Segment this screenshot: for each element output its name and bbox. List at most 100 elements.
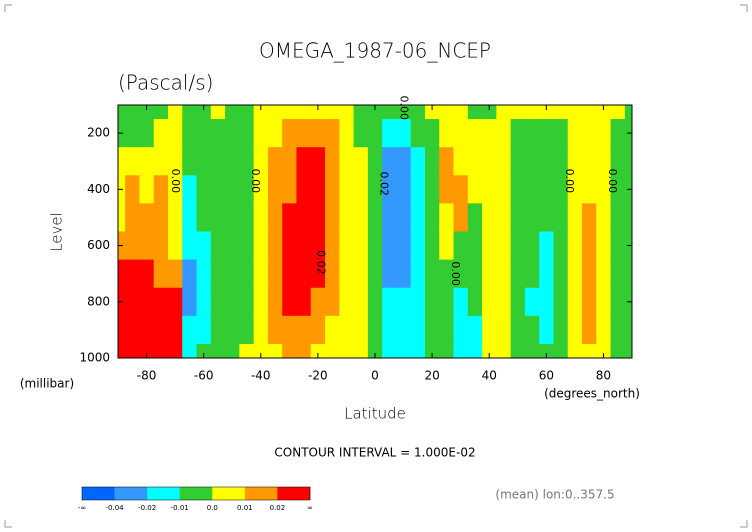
- field-cell: [553, 231, 569, 261]
- field-cell: [410, 315, 426, 345]
- field-cell: [396, 259, 412, 289]
- field-cell: [167, 119, 183, 148]
- field-cell: [167, 343, 183, 359]
- field-cell: [153, 343, 169, 359]
- field-cell: [167, 147, 183, 176]
- field-cell: [396, 287, 412, 317]
- field-cell: [596, 105, 611, 120]
- field-cell: [553, 287, 569, 317]
- field-cell: [253, 259, 269, 289]
- field-cell: [567, 315, 583, 345]
- field-cell: [296, 203, 312, 232]
- field-cell: [410, 259, 426, 289]
- field-cell: [210, 259, 226, 289]
- field-cell: [282, 315, 297, 345]
- field-cell: [624, 203, 633, 232]
- field-cell: [467, 315, 483, 345]
- colorbar-label: 0.01: [237, 504, 253, 512]
- field-cell: [482, 287, 497, 317]
- field-cell: [467, 147, 483, 176]
- field-cell: [424, 259, 440, 289]
- field-cell: [582, 105, 597, 120]
- field-cell: [596, 259, 611, 289]
- field-cell: [453, 105, 469, 120]
- y-tick-label: 1000: [79, 351, 110, 365]
- field-cell: [524, 343, 540, 359]
- field-cell: [467, 175, 483, 204]
- field-cell: [310, 175, 326, 204]
- field-cell: [139, 315, 155, 345]
- field-cell: [510, 287, 526, 317]
- field-cell: [382, 175, 397, 204]
- field-cell: [539, 287, 554, 317]
- field-cell: [196, 119, 212, 148]
- field-cell: [353, 105, 369, 120]
- corner-marks: [4, 4, 748, 528]
- field-cell: [382, 105, 397, 120]
- field-cell: [553, 343, 569, 359]
- field-cell: [310, 231, 326, 261]
- field-cell: [582, 147, 597, 176]
- field-cell: [118, 105, 126, 120]
- field-cell: [225, 315, 240, 345]
- colorbar-label: -0.04: [106, 504, 125, 512]
- field-cell: [239, 203, 255, 232]
- field-cell: [382, 203, 397, 232]
- field-cell: [424, 203, 440, 232]
- field-cell: [139, 175, 155, 204]
- field-cell: [510, 175, 526, 204]
- field-cell: [524, 315, 540, 345]
- field-cell: [118, 343, 126, 359]
- x-tick-label: -60: [194, 369, 214, 383]
- contour-label: 0.00: [398, 96, 411, 121]
- field-cell: [196, 315, 212, 345]
- field-cell: [118, 147, 126, 176]
- field-cell: [524, 287, 540, 317]
- field-cell: [339, 147, 354, 176]
- field-cell: [539, 315, 554, 345]
- field-cell: [510, 315, 526, 345]
- field-cell: [282, 231, 297, 261]
- field-cell: [453, 119, 469, 148]
- field-cell: [424, 231, 440, 261]
- field-cell: [310, 259, 326, 289]
- field-cell: [118, 315, 126, 345]
- field-cell: [396, 105, 412, 120]
- field-cell: [210, 231, 226, 261]
- colorbar-box: [147, 487, 181, 500]
- field-cell: [410, 147, 426, 176]
- field-cell: [310, 315, 326, 345]
- field-cell: [553, 175, 569, 204]
- colorbar-box: [212, 487, 246, 500]
- field-cell: [396, 147, 412, 176]
- field-cell: [610, 287, 626, 317]
- field-cell: [553, 259, 569, 289]
- field-cell: [567, 105, 583, 120]
- field-cell: [125, 315, 140, 345]
- field-cell: [567, 259, 583, 289]
- field-cell: [182, 203, 197, 232]
- field-cell: [496, 105, 512, 120]
- contour-label: 0.02: [378, 171, 391, 196]
- field-cell: [267, 231, 283, 261]
- field-cell: [310, 147, 326, 176]
- field-cell: [424, 105, 440, 120]
- field-cell: [610, 259, 626, 289]
- field-cell: [239, 105, 255, 120]
- field-cell: [453, 203, 469, 232]
- field-cell: [396, 343, 412, 359]
- field-cell: [453, 287, 469, 317]
- field-cell: [153, 259, 169, 289]
- field-cell: [610, 175, 626, 204]
- x-tick-label: -80: [137, 369, 157, 383]
- field-cell: [125, 231, 140, 261]
- field-cell: [482, 259, 497, 289]
- field-cell: [453, 315, 469, 345]
- field-cell: [296, 315, 312, 345]
- field-cell: [396, 203, 412, 232]
- field-cell: [153, 147, 169, 176]
- field-cell: [253, 203, 269, 232]
- field-cell: [310, 343, 326, 359]
- field-cell: [539, 259, 554, 289]
- field-cell: [282, 259, 297, 289]
